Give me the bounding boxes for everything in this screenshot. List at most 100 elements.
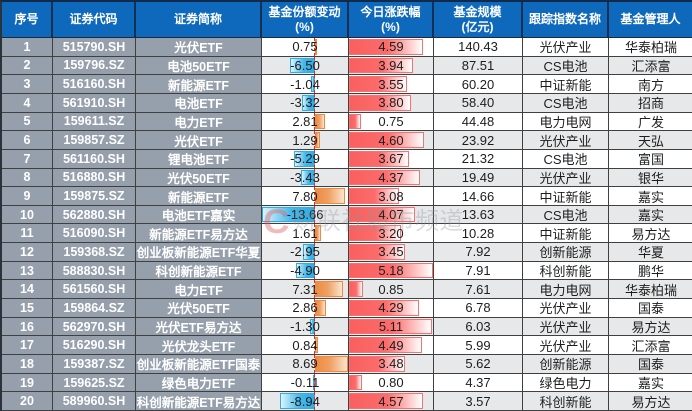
cell-fund-manager: 易方达 [609,317,692,337]
tracking-index-text: 绿色电力 [539,376,592,392]
day-change-databar [349,132,424,148]
cell-fund-manager: 国泰 [609,355,692,374]
fund-manager-text: 嘉实 [637,208,664,224]
cell-day-change: 3.55 [349,75,434,94]
cell-security-name: 光伏龙头ETF [136,336,262,356]
security-name-text: 科创新能源ETF易方达 [136,395,261,410]
column-header-label: 基金份额变动 [268,5,341,19]
cell-row-index: 6 [2,131,53,150]
share-change-databar [314,337,318,354]
cell-day-change: 3.94 [349,56,434,76]
row-index-text: 4 [23,95,31,110]
tracking-index-text: 创新能源 [539,357,592,373]
security-name-text: 光伏龙头ETF [161,339,236,354]
cell-day-change: 4.49 [349,336,434,356]
day-change-value: 3.48 [378,356,404,372]
row-index-text: 5 [23,114,31,129]
row-index-text: 17 [20,338,34,353]
cell-fund-manager: 汇添富 [609,56,692,76]
share-change-databar [314,113,326,130]
fund-manager-text: 嘉实 [637,189,664,205]
security-name-text: 电池ETF嘉实 [161,209,236,224]
column-header-label: 基金规模 [453,5,502,19]
cell-security-code: 159796.SZ [53,56,136,76]
fund-size-text: 87.51 [461,57,495,73]
databar-axis-line [313,392,315,410]
security-code-text: 515790.SH [62,39,126,54]
cell-security-name: 光伏ETF [136,38,262,57]
cell-fund-manager: 易方达 [609,224,692,244]
day-change-databar [349,374,362,391]
cell-tracking-index: 创新能源 [523,243,609,262]
row-index-text: 1 [23,39,31,54]
cell-fund-manager: 嘉实 [609,373,692,393]
cell-fund-size: 7.91 [434,261,523,281]
databar-axis-line [313,93,315,112]
cell-day-change: 4.60 [349,131,434,150]
cell-fund-size: 5.62 [434,355,523,374]
cell-tracking-index: 科创新能 [523,392,609,411]
day-change-value: 3.20 [378,225,404,241]
security-name-text: 创业板新能源ETF华夏 [136,246,261,261]
share-change-value: 1.29 [292,132,318,148]
tracking-index-text: 中证新能 [539,226,592,242]
day-change-value: 3.94 [378,57,404,73]
databar-axis-line [313,355,315,373]
fund-manager-text: 易方达 [631,320,671,336]
cell-security-code: 516160.SH [53,75,136,94]
row-index-text: 9 [23,189,31,204]
tracking-index-text: 光伏产业 [539,320,592,336]
cell-share-change: 7.31 [262,280,349,300]
cell-day-change: 3.80 [349,93,434,113]
cell-tracking-index: 中证新能 [523,187,609,206]
cell-share-change: -0.11 [262,373,349,393]
cell-security-code: 159611.SZ [53,112,136,132]
share-change-databar [314,356,348,372]
security-name-text: 光伏ETF [174,41,223,56]
column-header-index: 序号 [2,2,53,38]
day-change-databar [349,337,422,354]
share-change-value: -6.50 [290,57,320,73]
fund-size-text: 6.03 [465,319,491,335]
share-change-value: -4.90 [290,263,320,279]
cell-fund-size: 6.78 [434,299,523,318]
day-change-value: 4.29 [378,300,404,316]
fund-manager-text: 易方达 [631,226,671,242]
databar-axis-line [313,261,315,280]
day-change-value: 5.11 [378,319,404,335]
column-header-unit: (%) [295,19,314,34]
cell-security-code: 159625.SZ [53,373,136,393]
cell-row-index: 9 [2,187,53,206]
security-code-text: 561160.SH [63,151,125,166]
cell-row-index: 1 [2,38,53,57]
fund-manager-text: 华夏 [637,245,664,261]
day-change-value: 4.37 [378,169,404,185]
tracking-index-text: CS电池 [543,96,588,112]
share-change-value: -13.66 [286,207,324,223]
security-code-text: 159857.SZ [63,133,125,148]
cell-tracking-index: 科创新能 [523,261,609,281]
cell-share-change: -1.04 [262,75,349,94]
cell-fund-size: 23.92 [434,131,523,150]
day-change-value: 4.60 [378,132,404,148]
cell-security-name: 光伏ETF易方达 [136,317,262,337]
cell-security-code: 589960.SH [53,392,136,411]
cell-share-change: -4.90 [262,261,349,281]
share-change-value: -8.94 [290,393,320,409]
fund-size-text: 13.63 [461,207,495,223]
cell-row-index: 8 [2,168,53,188]
cell-row-index: 14 [2,280,53,300]
share-change-value: 7.31 [292,281,318,297]
day-change-value: 3.55 [378,76,404,92]
databar-axis-line [313,187,315,205]
cell-fund-manager: 天弘 [609,131,692,150]
cell-fund-size: 87.51 [434,56,523,76]
cell-fund-manager: 南方 [609,75,692,94]
tracking-index-text: 电力电网 [539,114,592,130]
share-change-value: -2.95 [290,244,320,260]
cell-security-name: 锂电池ETF [136,149,262,169]
fund-manager-text: 华泰柏瑞 [624,282,677,298]
cell-security-code: 561160.SH [53,149,136,169]
day-change-value: 3.08 [378,188,404,204]
databar-axis-line [313,149,315,168]
